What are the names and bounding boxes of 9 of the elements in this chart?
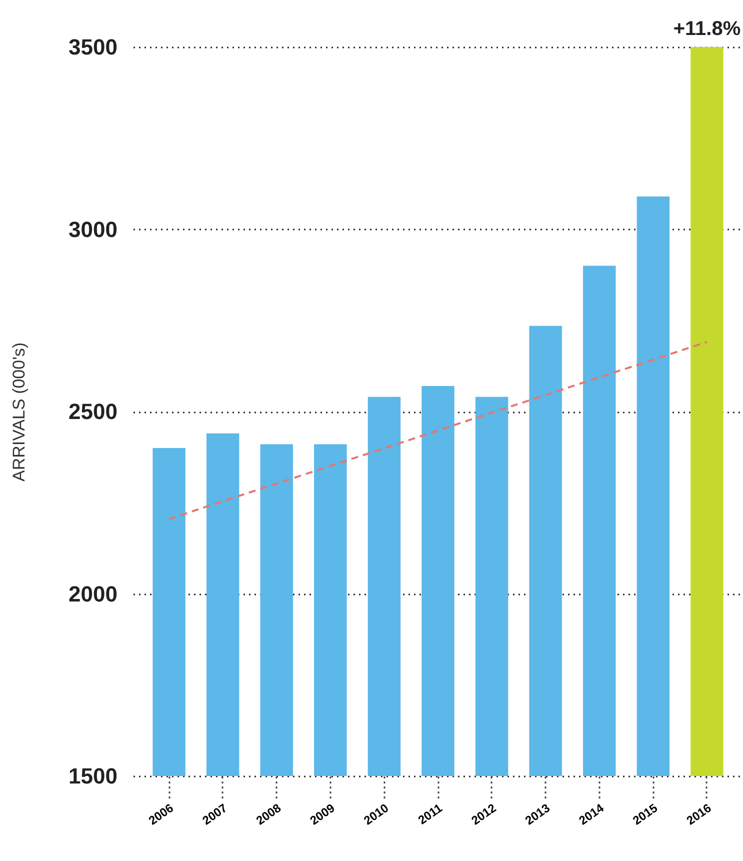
y-tick-label: 2500 xyxy=(68,399,118,424)
y-axis-title: ARRIVALS (000's) xyxy=(10,342,29,482)
y-tick-label: 2000 xyxy=(68,581,118,606)
x-tick-label: 2011 xyxy=(416,800,446,828)
y-tick-label: 3500 xyxy=(68,34,118,60)
line-series xyxy=(168,340,708,520)
annotation: +11.8% xyxy=(673,18,741,40)
y-tick-label: 1500 xyxy=(68,764,118,788)
y-tick-label: 3000 xyxy=(68,216,118,242)
